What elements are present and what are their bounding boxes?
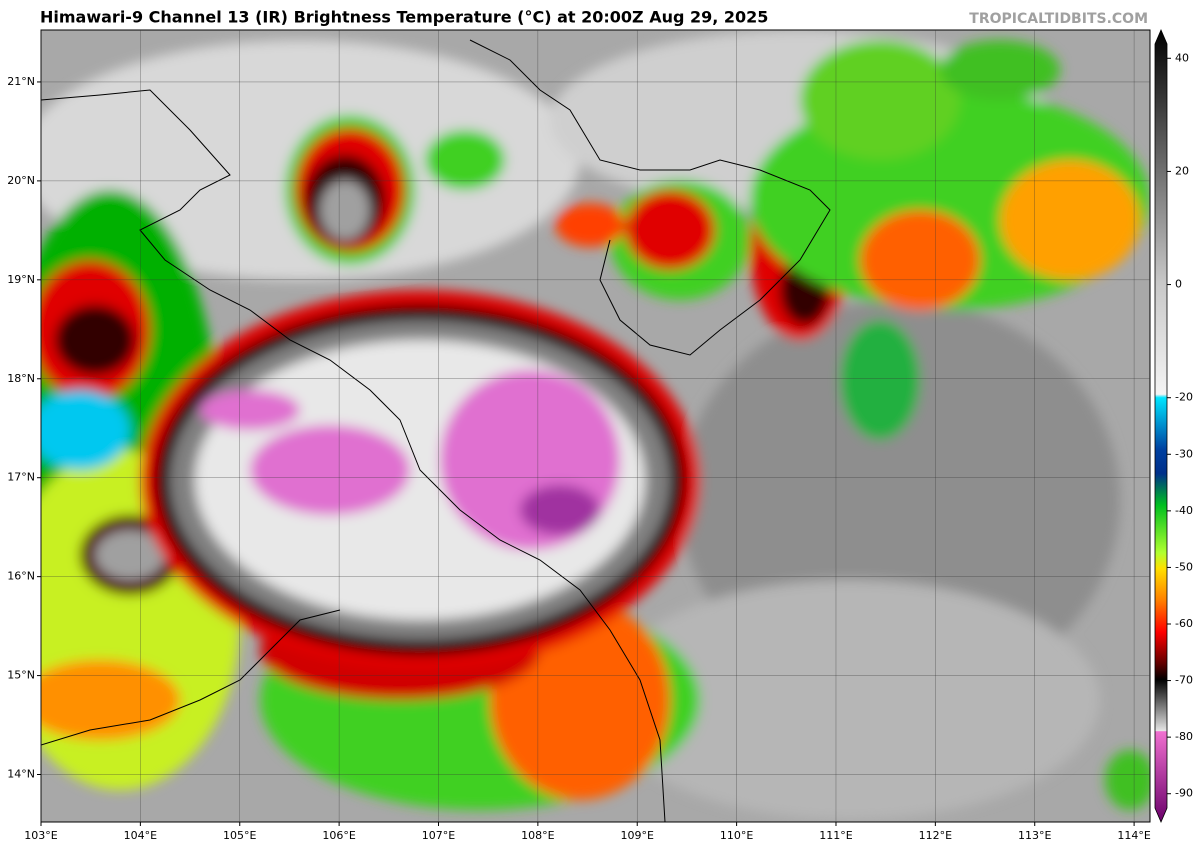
x-tick-label: 110°E (720, 829, 753, 842)
x-tick-label: 111°E (819, 829, 852, 842)
y-tick-label: 21°N (7, 75, 35, 88)
colorbar-label: -90 (1175, 787, 1193, 800)
colorbar-label: -30 (1175, 447, 1193, 460)
source: TROPICALTIDBITS.COM (969, 11, 1148, 27)
colorbar-label: -20 (1175, 391, 1193, 404)
x-tick-label: 107°E (422, 829, 455, 842)
colorbar-label: 20 (1175, 164, 1189, 177)
colorbar-label: -50 (1175, 560, 1193, 573)
y-tick-label: 18°N (7, 372, 35, 385)
colorbar-label: -70 (1175, 674, 1193, 687)
y-tick-label: 15°N (7, 669, 35, 682)
y-tick-label: 20°N (7, 174, 35, 187)
x-tick-label: 109°E (621, 829, 654, 842)
x-tick-label: 104°E (124, 829, 157, 842)
colorbar (1154, 28, 1168, 824)
y-tick-label: 17°N (7, 471, 35, 484)
x-tick-label: 113°E (1018, 829, 1051, 842)
colorbar-label: -80 (1175, 730, 1193, 743)
title: Himawari-9 Channel 13 (IR) Brightness Te… (40, 8, 768, 27)
x-tick-label: 103°E (24, 829, 57, 842)
y-tick-label: 14°N (7, 768, 35, 781)
y-tick-label: 16°N (7, 570, 35, 583)
x-tick-label: 114°E (1117, 829, 1150, 842)
x-tick-label: 112°E (919, 829, 952, 842)
colorbar-label: -60 (1175, 617, 1193, 630)
x-tick-label: 108°E (521, 829, 554, 842)
y-tick-label: 19°N (7, 273, 35, 286)
x-tick-label: 105°E (223, 829, 256, 842)
colorbar-label: 40 (1175, 51, 1189, 64)
coastline (41, 39, 831, 822)
colorbar-label: 0 (1175, 278, 1182, 291)
colorbar-label: -40 (1175, 504, 1193, 517)
satellite-image (41, 30, 1150, 822)
x-tick-label: 106°E (322, 829, 355, 842)
